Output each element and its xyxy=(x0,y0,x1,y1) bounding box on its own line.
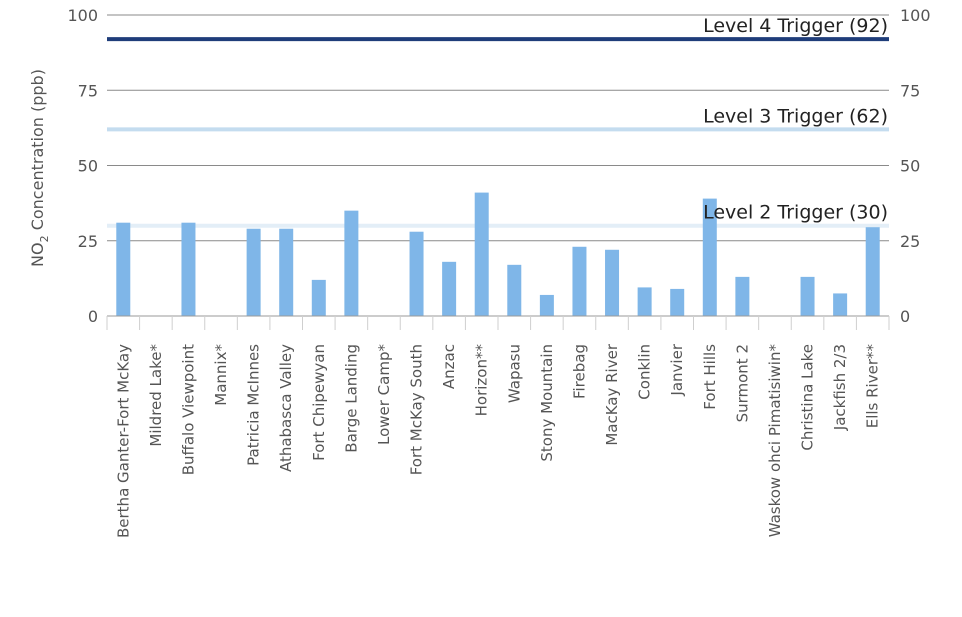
bar xyxy=(409,231,424,316)
bar xyxy=(605,249,620,316)
category-labels: Bertha Ganter-Fort McKay Mildred Lake* Buf… xyxy=(114,343,881,538)
x-tick-label: Barge Landing xyxy=(342,344,360,453)
bar xyxy=(800,276,815,316)
bar xyxy=(279,228,294,316)
x-tick-label: Fort Hills xyxy=(701,344,719,410)
bar xyxy=(507,264,522,316)
x-tick-label: Fort Chipewyan xyxy=(310,344,328,461)
y-tick-label-left: 25 xyxy=(78,232,98,251)
x-tick-label: Surmont 2 xyxy=(733,344,751,422)
x-tick-label: Mannix* xyxy=(212,344,230,406)
bars xyxy=(116,192,880,316)
x-axis xyxy=(106,315,890,330)
bar xyxy=(833,293,848,316)
x-tick-label: Firebag xyxy=(570,344,588,399)
x-tick-label: Anzac xyxy=(440,344,458,389)
bar xyxy=(181,222,196,316)
x-tick-label: Bertha Ganter-Fort McKay xyxy=(114,344,132,538)
bar xyxy=(572,246,587,316)
bar xyxy=(474,192,489,316)
y-tick-label-left: 100 xyxy=(67,6,98,25)
bar xyxy=(865,227,880,316)
y-axis-left: 0 25 50 75 100 xyxy=(67,6,98,326)
x-tick-label: Horizon** xyxy=(473,344,491,417)
x-tick-label: Ells River** xyxy=(864,344,882,429)
x-tick-label: Athabasca Valley xyxy=(277,344,295,472)
bar xyxy=(116,222,131,316)
x-tick-label: Waskow ohci Pimatisiwin* xyxy=(766,344,784,538)
gridlines xyxy=(107,14,889,242)
x-tick-label: Buffalo Viewpoint xyxy=(179,344,197,475)
bar xyxy=(246,228,261,316)
y-tick-label-right: 25 xyxy=(900,232,920,251)
bar xyxy=(702,198,717,316)
x-tick-label: Fort McKay South xyxy=(408,344,426,475)
x-tick-label: Janvier xyxy=(668,343,686,396)
y-tick-label-right: 0 xyxy=(900,307,910,326)
bar xyxy=(442,261,457,316)
bar xyxy=(311,279,326,316)
y-tick-label-left: 50 xyxy=(78,157,98,176)
x-tick-label: Lower Camp* xyxy=(375,344,393,446)
x-tick-label: Wapasu xyxy=(505,344,523,403)
y-axis-right: 0 25 50 75 100 xyxy=(900,6,931,326)
x-tick-label: Christina Lake xyxy=(799,344,817,451)
y-tick-label-right: 75 xyxy=(900,81,920,100)
y-tick-label-left: 0 xyxy=(88,307,98,326)
bar xyxy=(344,210,359,316)
bar xyxy=(539,294,554,316)
x-tick-label: Jackfish 2/3 xyxy=(831,344,849,431)
x-tick-label: Patricia McInnes xyxy=(245,344,263,466)
y-tick-label-right: 50 xyxy=(900,157,920,176)
bar xyxy=(735,276,750,316)
y-tick-label-right: 100 xyxy=(900,6,931,25)
x-tick-label: Mildred Lake* xyxy=(147,344,165,447)
y-tick-label-left: 75 xyxy=(78,81,98,100)
trigger-label: Level 3 Trigger (62) xyxy=(703,105,888,127)
y-axis-label: NO2 Concentration (ppb) xyxy=(28,69,51,267)
trigger-label: Level 4 Trigger (92) xyxy=(703,15,888,37)
trigger-lines xyxy=(107,37,889,228)
x-tick-label: Stony Mountain xyxy=(538,344,556,462)
bar xyxy=(670,288,685,316)
x-tick-label: Conklin xyxy=(636,344,654,400)
trigger-label: Level 2 Trigger (30) xyxy=(703,202,888,224)
trigger-labels: Level 4 Trigger (92) Level 3 Trigger (62)… xyxy=(703,15,888,224)
x-tick-label: MacKay River xyxy=(603,343,621,445)
bar xyxy=(637,287,652,316)
